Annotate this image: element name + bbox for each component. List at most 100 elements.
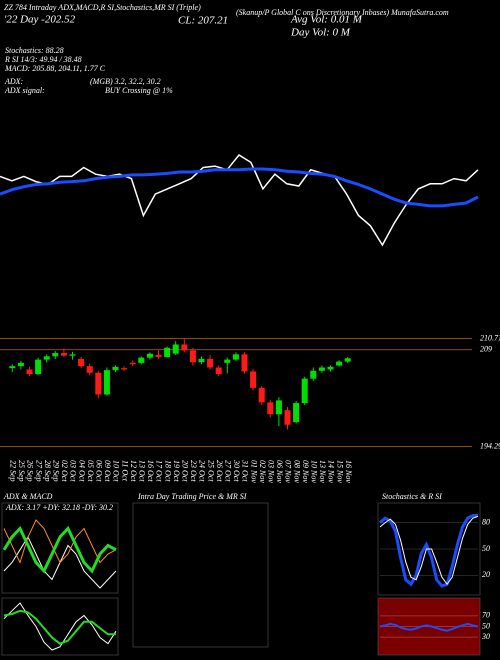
x-tick-label: 25 Sep [17, 460, 26, 482]
x-tick-label: 16 Oct [146, 460, 155, 482]
candle-body [43, 356, 50, 360]
candle-body [275, 400, 282, 415]
candle-body [35, 359, 42, 375]
y-tick-label: 210.71 [480, 333, 500, 342]
x-tick-label: 03 Nov [266, 460, 275, 483]
candle-body [318, 367, 325, 371]
series-line [379, 515, 479, 586]
candle-body [189, 350, 196, 363]
x-tick-label: 03 Oct [69, 460, 78, 482]
candle-body [327, 366, 334, 370]
x-tick-label: 19 Oct [172, 460, 181, 482]
candle-body [112, 366, 119, 371]
x-tick-label: 24 Oct [198, 460, 207, 482]
x-tick-label: 08 Nov [292, 460, 301, 483]
candle-body [267, 402, 274, 415]
x-tick-label: 12 Oct [129, 460, 138, 482]
x-tick-label: 30 Oct [232, 459, 241, 482]
source: (Skanup/P Global C ons Discretionary Inb… [236, 8, 449, 17]
y-tick-label: 20 [482, 570, 490, 579]
x-tick-label: 16 Nov [344, 460, 353, 483]
x-tick-label: 26 Oct [215, 460, 224, 482]
candle-body [301, 378, 308, 404]
adx-signal-value: BUY Crossing @ 1% [105, 86, 173, 95]
x-tick-label: 07 Nov [284, 460, 293, 483]
panel-title: ADX & MACD [3, 492, 53, 501]
x-tick-label: 13 Nov [318, 460, 327, 483]
adx-signal: ADX signal: [4, 86, 45, 95]
x-tick-label: 27 Sep [34, 460, 43, 482]
candle-body [26, 369, 33, 375]
adx-values: (MGB) 3.2, 32.2, 30.2 [90, 77, 161, 86]
y-tick-label: 70 [482, 611, 490, 620]
panel-subtitle: ADX: 3.17 +DY: 32.18 -DY: 30.2 [5, 503, 113, 512]
panel [1, 502, 119, 594]
x-tick-label: 10 Oct [112, 460, 121, 482]
header-line: '22 Day -202.52 [4, 14, 76, 26]
series-line [379, 622, 479, 632]
candle-body [336, 361, 343, 366]
series-line [0, 154, 479, 247]
candle-body [207, 358, 214, 368]
x-tick-label: 06 Oct [94, 460, 103, 482]
series-line [0, 167, 479, 208]
adx: ADX: [4, 77, 24, 86]
stochastics: Stochastics: 88.28 [5, 46, 64, 55]
series-line [3, 602, 117, 651]
series-line [3, 609, 116, 645]
candle-body [86, 366, 93, 373]
x-tick-label: 06 Nov [275, 460, 284, 483]
candle-body [155, 355, 162, 357]
macd: MACD: 205.88, 204.11, 1.77 C [4, 64, 106, 73]
x-tick-label: 20 Oct [180, 460, 189, 482]
candle-body [52, 353, 59, 357]
x-tick-label: 15 Nov [335, 460, 344, 483]
candle-body [172, 344, 179, 354]
x-tick-label: 29 Sep [51, 460, 60, 482]
x-tick-label: 11 Oct [120, 460, 129, 482]
candle-body [181, 344, 188, 351]
x-tick-label: 04 Oct [77, 460, 86, 482]
candle-body [164, 347, 171, 357]
avg-vol: Avg Vol: 0.01 M [290, 14, 363, 26]
x-tick-label: 13 Oct [137, 460, 146, 482]
x-tick-label: 25 Oct [206, 460, 215, 482]
candle-body [9, 366, 16, 369]
x-tick-label: 09 Nov [301, 460, 310, 483]
candle-body [284, 410, 291, 425]
x-tick-label: 23 Oct [189, 460, 198, 482]
y-tick-label: 50 [482, 621, 490, 630]
candle-body [293, 403, 300, 423]
candle-body [310, 370, 317, 379]
x-tick-label: 14 Nov [327, 460, 336, 483]
x-tick-label: 28 Sep [43, 460, 52, 482]
y-tick-label: 50 [482, 544, 490, 553]
y-tick-label: 194.29 [480, 441, 500, 450]
candle-body [258, 387, 265, 403]
candle-body [232, 354, 239, 360]
x-tick-label: 31 Oct [241, 459, 250, 482]
candle-body [17, 362, 24, 367]
y-tick-label: 80 [482, 517, 490, 526]
day-vol: Day Vol: 0 M [290, 27, 351, 39]
x-tick-label: 01 Nov [249, 460, 258, 483]
panel-title: Stochastics & R SI [382, 492, 442, 501]
candle-body [103, 370, 110, 395]
rsi: R SI 14/3: 49.94 / 38.48 [4, 55, 82, 64]
candle-body [60, 353, 67, 356]
panel-title: Intra Day Trading Price & MR SI [137, 492, 247, 501]
candle-body [138, 357, 145, 363]
candle-body [215, 367, 222, 375]
candle-body [78, 358, 85, 367]
candle-body [241, 354, 248, 372]
x-tick-label: 22 Sep [8, 460, 17, 482]
x-tick-label: 09 Oct [103, 460, 112, 482]
x-tick-label: 17 Oct [155, 460, 164, 482]
candle-body [129, 362, 136, 365]
x-tick-label: 05 Oct [86, 460, 95, 482]
candle-body [344, 358, 351, 362]
x-tick-label: 10 Nov [309, 460, 318, 483]
x-tick-label: 18 Oct [163, 460, 172, 482]
close: CL: 207.21 [178, 15, 228, 27]
